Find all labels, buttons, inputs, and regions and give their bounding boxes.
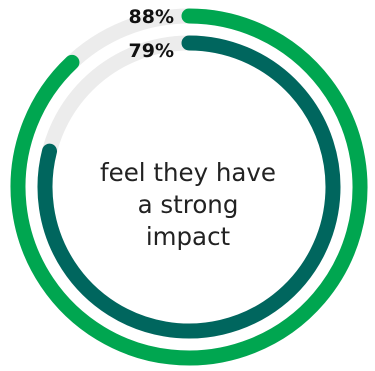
center-label-line-2: a strong (137, 190, 239, 219)
center-label-line-1: feel they have (100, 158, 276, 187)
ring-bar-1 (10, 8, 368, 366)
value-label-2: 79% (129, 40, 174, 62)
center-label: feel they have a strong impact (80, 157, 296, 253)
center-label-line-3: impact (145, 222, 231, 251)
value-label-1: 88% (129, 6, 174, 28)
ring-bar-2 (37, 35, 341, 339)
